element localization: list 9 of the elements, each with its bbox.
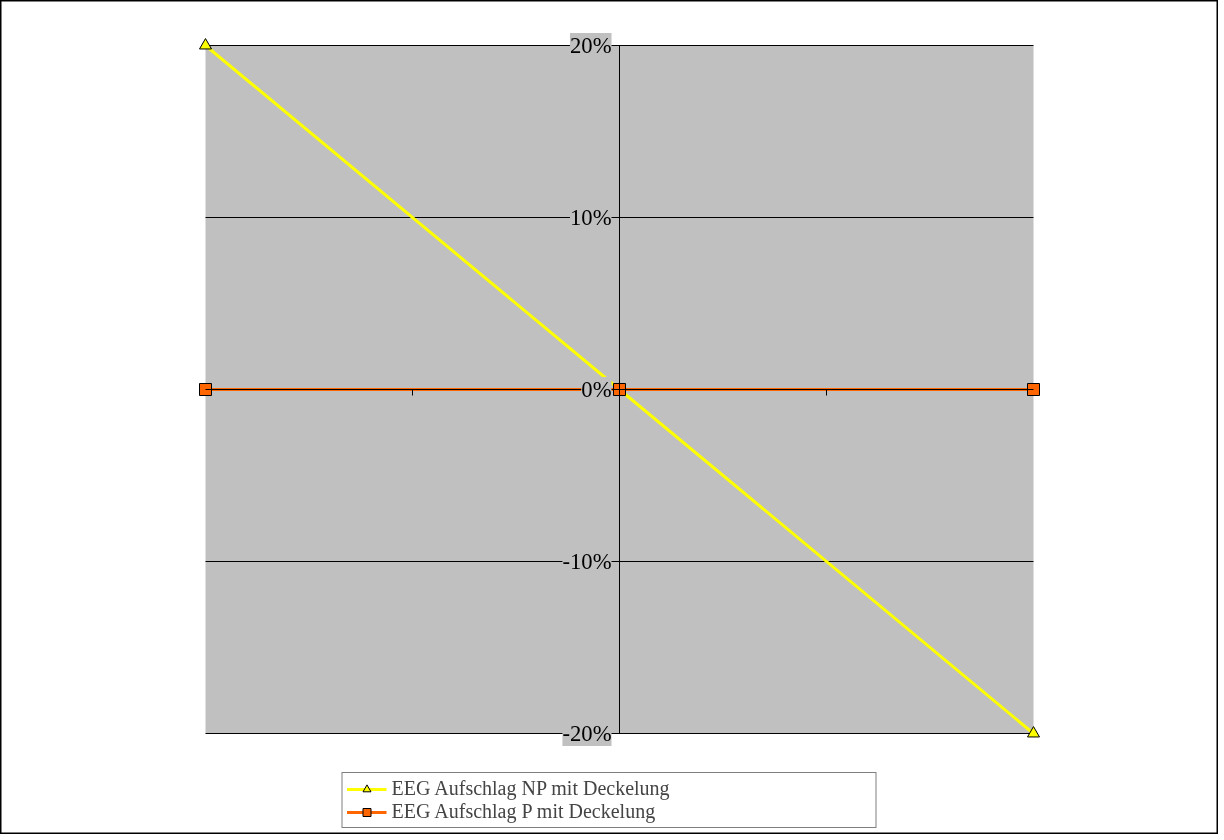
point [1027, 383, 1040, 396]
legend-label: EEG Aufschlag NP mit Deckelung [391, 777, 671, 800]
y-tick-label: 0% [581, 377, 612, 402]
y-tick-label: -10% [562, 549, 612, 574]
y-tick-label: 10% [569, 205, 612, 230]
point [199, 383, 212, 396]
legend-label: EEG Aufschlag P mit Deckelung [391, 800, 657, 823]
y-tick-label: 20% [569, 33, 612, 58]
y-tick-label: -20% [562, 721, 612, 746]
